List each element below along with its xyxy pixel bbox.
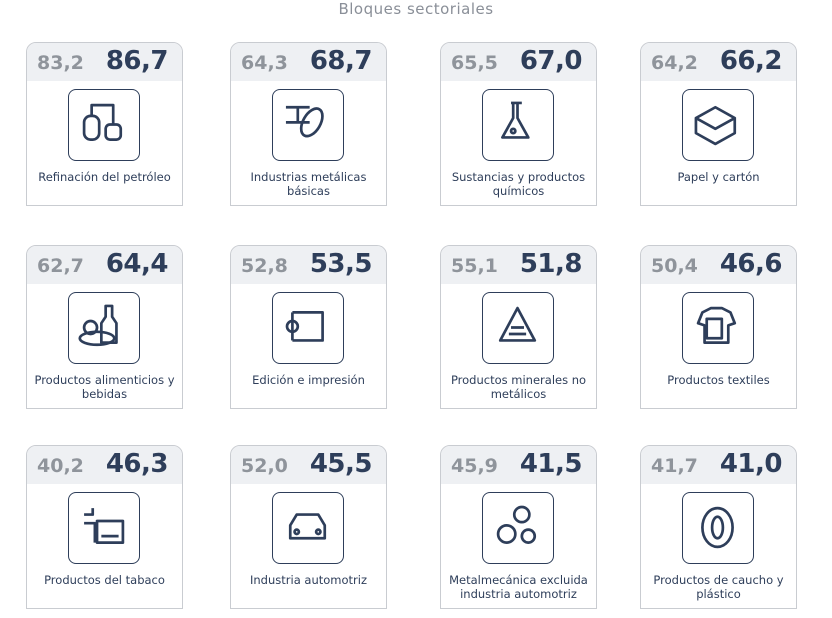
card-header: 64,3 68,7 bbox=[231, 43, 386, 81]
card-header: 45,9 41,5 bbox=[441, 446, 596, 484]
sector-label: Sustancias y productos químicos bbox=[451, 170, 586, 198]
current-value: 45,5 bbox=[309, 449, 373, 479]
sector-card: 64,3 68,7 Industrias metálicas básicas bbox=[230, 42, 387, 206]
current-value: 53,5 bbox=[309, 249, 373, 279]
icon-graphic bbox=[496, 505, 537, 544]
previous-value: 40,2 bbox=[37, 455, 84, 477]
card-header: 83,2 86,7 bbox=[27, 43, 182, 81]
card-header: 62,7 64,4 bbox=[27, 246, 182, 284]
sector-icon bbox=[272, 89, 344, 161]
sector-card: 65,5 67,0 Sustancias y productos químicos bbox=[440, 42, 597, 206]
sector-card: 83,2 86,7 Refinación del petróleo bbox=[26, 42, 183, 206]
sector-icon bbox=[682, 89, 754, 161]
sector-card: 41,7 41,0 Productos de caucho y plástico bbox=[640, 445, 797, 609]
icon-graphic bbox=[78, 304, 118, 347]
sector-icon bbox=[272, 292, 344, 364]
current-value: 41,5 bbox=[519, 449, 583, 479]
sector-icon bbox=[68, 292, 140, 364]
previous-value: 50,4 bbox=[651, 255, 698, 277]
icon-graphic bbox=[696, 306, 737, 344]
card-header: 40,2 46,3 bbox=[27, 446, 182, 484]
sector-icon bbox=[682, 492, 754, 564]
sector-card: 45,9 41,5 Metalmecánica excluida industria… bbox=[440, 445, 597, 609]
sector-label: Refinación del petróleo bbox=[38, 170, 171, 184]
previous-value: 65,5 bbox=[451, 52, 498, 74]
sector-label: Productos textiles bbox=[667, 373, 770, 387]
sector-label: Edición e impresión bbox=[252, 373, 365, 387]
sector-label: Productos minerales no metálicos bbox=[450, 373, 587, 401]
previous-value: 83,2 bbox=[37, 52, 84, 74]
icon-graphic bbox=[701, 506, 734, 549]
previous-value: 52,0 bbox=[241, 455, 288, 477]
current-value: 46,6 bbox=[719, 249, 783, 279]
icon-graphic bbox=[84, 508, 125, 544]
icon-graphic bbox=[501, 101, 530, 139]
sector-card: 52,8 53,5 Edición e impresión bbox=[230, 245, 387, 409]
previous-value: 62,7 bbox=[37, 255, 84, 277]
title: Bloques sectoriales bbox=[338, 0, 494, 18]
card-header: 52,8 53,5 bbox=[231, 246, 386, 284]
current-value: 51,8 bbox=[519, 249, 583, 279]
sector-card: 55,1 51,8 Productos minerales no metálicos bbox=[440, 245, 597, 409]
icon-graphic bbox=[82, 103, 123, 141]
sector-card: 52,0 45,5 Industria automotriz bbox=[230, 445, 387, 609]
current-value: 68,7 bbox=[309, 46, 373, 76]
sector-label: Productos de caucho y plástico bbox=[653, 573, 784, 601]
icon-graphic bbox=[285, 105, 324, 138]
previous-value: 64,2 bbox=[651, 52, 698, 74]
card-header: 52,0 45,5 bbox=[231, 446, 386, 484]
icon-graphic bbox=[288, 513, 327, 540]
icon-graphic bbox=[694, 105, 737, 146]
sector-card: 64,2 66,2 Papel y cartón bbox=[640, 42, 797, 206]
sector-icon bbox=[482, 492, 554, 564]
sector-icon bbox=[682, 292, 754, 364]
card-header: 64,2 66,2 bbox=[641, 43, 796, 81]
card-header: 50,4 46,6 bbox=[641, 246, 796, 284]
sector-icon bbox=[482, 89, 554, 161]
sector-label: Papel y cartón bbox=[677, 170, 760, 184]
sector-icon bbox=[272, 492, 344, 564]
card-header: 41,7 41,0 bbox=[641, 446, 796, 484]
sector-card: 50,4 46,6 Productos textiles bbox=[640, 245, 797, 409]
sector-card: 40,2 46,3 Productos del tabaco bbox=[26, 445, 183, 609]
sector-label: Metalmecánica excluida industria automot… bbox=[449, 573, 588, 601]
sector-label: Productos alimenticios y bebidas bbox=[34, 373, 175, 401]
current-value: 41,0 bbox=[719, 449, 783, 479]
sector-icon bbox=[68, 492, 140, 564]
current-value: 67,0 bbox=[519, 46, 583, 76]
card-header: 55,1 51,8 bbox=[441, 246, 596, 284]
sector-icon bbox=[482, 292, 554, 364]
icon-graphic bbox=[498, 306, 537, 342]
previous-value: 55,1 bbox=[451, 255, 498, 277]
previous-value: 41,7 bbox=[651, 455, 698, 477]
current-value: 86,7 bbox=[105, 46, 169, 76]
icon-graphic bbox=[285, 311, 324, 342]
previous-value: 64,3 bbox=[241, 52, 288, 74]
current-value: 46,3 bbox=[105, 449, 169, 479]
sector-card: 62,7 64,4 Productos alimenticios y bebidas bbox=[26, 245, 183, 409]
sector-label: Productos del tabaco bbox=[44, 573, 165, 587]
current-value: 66,2 bbox=[719, 46, 783, 76]
previous-value: 52,8 bbox=[241, 255, 288, 277]
current-value: 64,4 bbox=[105, 249, 169, 279]
sector-icon bbox=[68, 89, 140, 161]
card-header: 65,5 67,0 bbox=[441, 43, 596, 81]
sector-label: Industrias metálicas básicas bbox=[250, 170, 367, 198]
sector-label: Industria automotriz bbox=[250, 573, 367, 587]
previous-value: 45,9 bbox=[451, 455, 498, 477]
